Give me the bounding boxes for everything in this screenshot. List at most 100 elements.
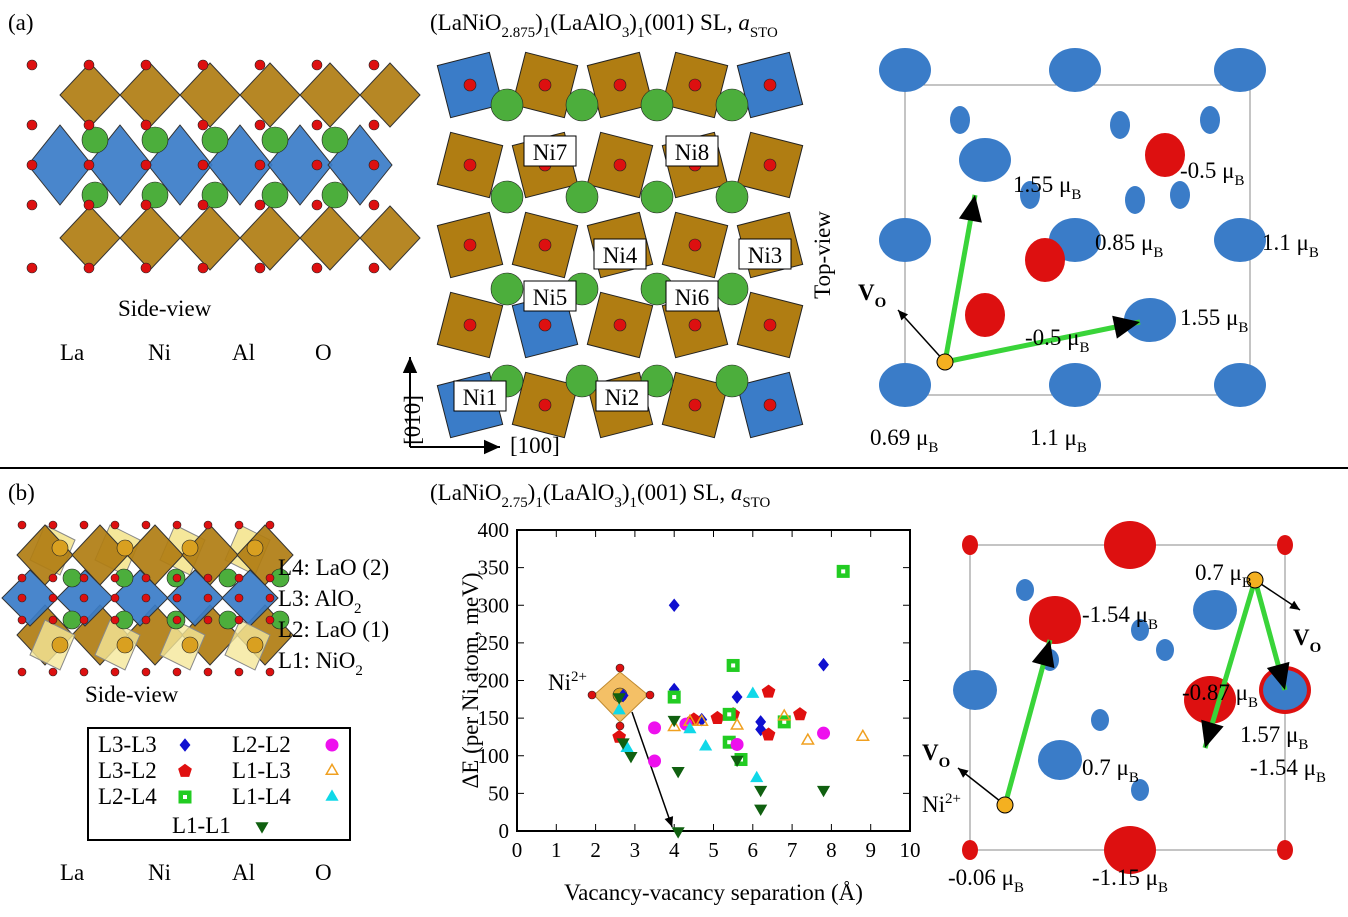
- o-atom: [49, 594, 57, 602]
- x-tick-label: 3: [630, 838, 641, 862]
- ni-atom: [182, 540, 198, 556]
- o-atom: [312, 200, 322, 210]
- arrow-head: [484, 440, 500, 454]
- legend-label: L3-L3: [98, 732, 157, 757]
- text-segment: B: [1148, 617, 1158, 633]
- marker: [649, 755, 661, 767]
- spin-density: [1110, 111, 1130, 139]
- x-tick-label: 9: [865, 838, 876, 862]
- ni-atom: [117, 637, 133, 653]
- spin-density: [1214, 48, 1266, 92]
- octahedron: [120, 206, 180, 270]
- o-atom: [111, 521, 119, 529]
- text-segment: -1.15 μ: [1092, 865, 1158, 890]
- text-segment: STO: [742, 495, 770, 511]
- marker-dot: [731, 663, 735, 667]
- text-segment: 1.1 μ: [1262, 230, 1309, 255]
- text-segment: 2+: [571, 669, 587, 685]
- o-atom: [142, 668, 150, 676]
- marker: [625, 752, 636, 762]
- la-atom: [63, 569, 81, 587]
- text-segment: B: [1242, 575, 1252, 591]
- marker: [818, 727, 830, 739]
- o-atom: [198, 160, 208, 170]
- marker: [755, 805, 766, 815]
- o-atom: [614, 319, 626, 331]
- o-atom: [84, 200, 94, 210]
- text-segment: B: [1316, 770, 1326, 786]
- la-atom: [262, 127, 288, 153]
- moment-label: -1.54 μB: [1250, 755, 1326, 786]
- o-atom: [369, 200, 379, 210]
- text-segment: 2.875: [502, 25, 536, 41]
- o-atom: [49, 521, 57, 529]
- la-atom: [716, 181, 748, 213]
- text-segment: ): [535, 10, 543, 35]
- ni-atom: [247, 540, 263, 556]
- o-atom: [18, 668, 26, 676]
- vacancy-site: [997, 797, 1013, 813]
- o-atom: [204, 521, 212, 529]
- o-atom: [18, 574, 26, 582]
- moment-label: 0.85 μB: [1095, 230, 1163, 261]
- o-atom: [764, 79, 776, 91]
- element-label: Al: [232, 340, 255, 365]
- top-view-label: Top-view: [810, 211, 835, 299]
- arrow-head: [665, 816, 673, 827]
- side-view-label: Side-view: [118, 296, 212, 321]
- text-segment: 2+: [945, 791, 961, 807]
- marker: [672, 768, 683, 778]
- o-atom: [646, 691, 654, 699]
- la-atom: [491, 181, 523, 213]
- text-segment: Ni: [548, 670, 571, 695]
- ni-label: Ni1: [463, 385, 498, 410]
- o-atom: [18, 521, 26, 529]
- marker: [731, 738, 743, 750]
- o-atom: [235, 574, 243, 582]
- ni-label: Ni2: [605, 385, 640, 410]
- o-atom: [111, 616, 119, 624]
- octahedron: [240, 63, 300, 127]
- la-atom: [202, 127, 228, 153]
- legend-label: L2-L2: [232, 732, 291, 757]
- o-atom: [27, 200, 37, 210]
- o-atom: [539, 79, 551, 91]
- spin-density: [1156, 639, 1174, 661]
- figure: (a) (b) Side-view Top-view Side-view (La…: [0, 0, 1348, 917]
- legend-label: L2-L4: [98, 784, 157, 809]
- panel-title: (LaNiO2.75)1(LaAlO3)1(001) SL, aSTO: [430, 480, 771, 511]
- marker: [732, 691, 742, 703]
- marker-dot: [727, 740, 731, 744]
- element-label: O: [315, 340, 332, 365]
- ni-atom: [52, 540, 68, 556]
- ion-label: Ni2+: [922, 791, 961, 817]
- spin-density: [953, 670, 997, 710]
- spin-density: [879, 48, 931, 92]
- o-atom: [616, 664, 624, 672]
- octahedron: [300, 63, 360, 127]
- o-atom: [266, 616, 274, 624]
- moment-label: 1.1 μB: [1262, 230, 1319, 261]
- text-segment: (LaNiO: [430, 10, 502, 35]
- spin-density: [1214, 218, 1266, 262]
- o-atom: [80, 594, 88, 602]
- ni-atom: [52, 637, 68, 653]
- o-atom: [141, 60, 151, 70]
- text-segment: ): [629, 10, 637, 35]
- octahedron: [180, 63, 240, 127]
- o-atom: [198, 263, 208, 273]
- spin-density: [1170, 181, 1190, 209]
- spin-density: [1016, 579, 1034, 601]
- spin-density: [1029, 596, 1081, 644]
- octahedron: [120, 63, 180, 127]
- o-atom: [84, 120, 94, 130]
- text-segment: -1.54 μ: [1082, 602, 1148, 627]
- text-segment: 1: [543, 25, 550, 41]
- octahedron: [360, 63, 420, 127]
- o-atom: [141, 263, 151, 273]
- text-segment: 1.55 μ: [1013, 172, 1071, 197]
- o-atom: [689, 79, 701, 91]
- o-atom: [235, 594, 243, 602]
- ni-atom: [247, 637, 263, 653]
- text-segment: Ni: [922, 792, 945, 817]
